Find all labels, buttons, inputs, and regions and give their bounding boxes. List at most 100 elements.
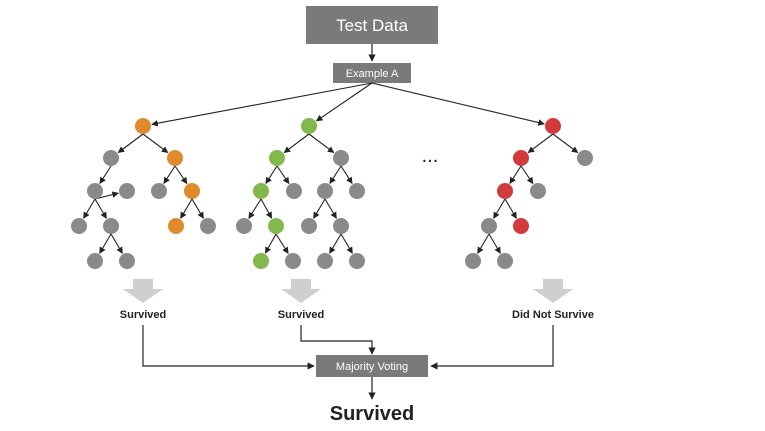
test-data-label: Test Data bbox=[336, 16, 408, 35]
tree-2-edge bbox=[329, 233, 342, 254]
tree-1-node bbox=[135, 118, 151, 134]
tree-2-result: Survived bbox=[278, 309, 324, 321]
edge-example-to-tree-1 bbox=[151, 82, 373, 127]
tree-2-node bbox=[349, 253, 365, 269]
tree-3-edge bbox=[488, 233, 501, 254]
tree-1-edge bbox=[180, 198, 193, 219]
tree-2-edge bbox=[340, 165, 353, 184]
connector-tree-1 bbox=[142, 325, 315, 370]
tree-3-node bbox=[577, 150, 593, 166]
tree-1-edge bbox=[174, 165, 188, 185]
tree-3-edge bbox=[552, 133, 579, 154]
tree-3-node bbox=[497, 253, 513, 269]
nodes bbox=[71, 118, 593, 269]
tree-2-edge bbox=[265, 165, 278, 184]
tree-1-edge bbox=[110, 233, 123, 254]
tree-1-node bbox=[103, 150, 119, 166]
tree-2-down-arrow bbox=[281, 279, 321, 303]
tree-1-result: Survived bbox=[120, 309, 166, 321]
tree-1-edge bbox=[99, 165, 112, 184]
tree-2-edge bbox=[283, 133, 310, 154]
tree-3-node bbox=[513, 218, 529, 234]
down-arrows bbox=[123, 279, 573, 303]
majority-voting-label: Majority Voting bbox=[336, 361, 408, 373]
tree-1-edge bbox=[191, 198, 204, 219]
example-label: Example A bbox=[346, 68, 399, 80]
tree-1-node bbox=[119, 183, 135, 199]
tree-1-node bbox=[119, 253, 135, 269]
majority-voting-box-bg bbox=[316, 355, 428, 377]
tree-2-node bbox=[253, 183, 269, 199]
edges bbox=[83, 82, 579, 254]
tree-2-edge bbox=[264, 233, 277, 254]
tree-1-edge bbox=[99, 233, 112, 254]
test-data-box: Test Data bbox=[306, 6, 438, 44]
voting-connectors bbox=[142, 44, 554, 400]
tree-1-node bbox=[151, 183, 167, 199]
tree-3-node bbox=[497, 183, 513, 199]
connector-tree-3 bbox=[430, 325, 554, 370]
tree-2-node bbox=[285, 253, 301, 269]
tree-1-node bbox=[184, 183, 200, 199]
tree-3-node bbox=[545, 118, 561, 134]
tree-2-node bbox=[333, 150, 349, 166]
tree-3-edge bbox=[504, 198, 517, 219]
tree-3-result: Did Not Survive bbox=[512, 309, 594, 321]
tree-2-edge bbox=[260, 198, 273, 219]
tree-1-node bbox=[168, 218, 184, 234]
example-box-bg bbox=[333, 63, 411, 83]
tree-1-node bbox=[103, 218, 119, 234]
tree-2-node bbox=[253, 253, 269, 269]
tree-1-edge bbox=[142, 133, 169, 154]
ellipsis: ... bbox=[422, 145, 439, 167]
tree-3-edge bbox=[520, 165, 534, 185]
tree-1-edge bbox=[83, 198, 96, 219]
tree-3-down-arrow bbox=[533, 279, 573, 303]
tree-2-edge bbox=[340, 233, 353, 254]
tree-2-edge bbox=[313, 198, 326, 219]
tree-3-node bbox=[513, 150, 529, 166]
tree-2-node bbox=[268, 218, 284, 234]
tree-2-edge bbox=[329, 165, 342, 184]
majority-voting-box: Majority Voting bbox=[316, 355, 428, 377]
tree-2-node bbox=[236, 218, 252, 234]
tree-2-node bbox=[349, 183, 365, 199]
example-box: Example A bbox=[333, 63, 411, 83]
tree-1-edge bbox=[117, 133, 144, 154]
tree-3-edge bbox=[527, 133, 554, 154]
tree-1-edge bbox=[163, 165, 176, 184]
tree-2-node bbox=[317, 183, 333, 199]
edge-example-to-tree-2 bbox=[315, 82, 373, 122]
tree-1-node bbox=[71, 218, 87, 234]
tree-1-node bbox=[167, 150, 183, 166]
tree-3-node bbox=[465, 253, 481, 269]
tree-2-node bbox=[301, 118, 317, 134]
tree-1-down-arrow bbox=[123, 279, 163, 303]
tree-3-edge bbox=[477, 233, 490, 254]
tree-1-edge bbox=[94, 198, 107, 219]
tree-2-edge bbox=[275, 233, 289, 254]
tree-2-node bbox=[286, 183, 302, 199]
tree-1-node bbox=[200, 218, 216, 234]
tree-2-node bbox=[301, 218, 317, 234]
tree-3-node bbox=[481, 218, 497, 234]
test-data-box-bg bbox=[306, 6, 438, 44]
tree-2-edge bbox=[324, 198, 337, 219]
tree-1-node bbox=[87, 253, 103, 269]
tree-1-edge bbox=[94, 191, 119, 200]
tree-3-edge bbox=[493, 198, 506, 219]
tree-1-node bbox=[87, 183, 103, 199]
connector-tree-2 bbox=[300, 325, 376, 355]
tree-2-node bbox=[317, 253, 333, 269]
tree-2-node bbox=[269, 150, 285, 166]
tree-2-edge bbox=[248, 198, 262, 219]
tree-3-edge bbox=[509, 165, 522, 184]
edge-example-to-tree-3 bbox=[371, 82, 545, 126]
tree-2-edge bbox=[276, 165, 290, 185]
tree-2-edge bbox=[308, 133, 335, 154]
tree-2-node bbox=[333, 218, 349, 234]
tree-3-node bbox=[530, 183, 546, 199]
final-result: Survived bbox=[330, 403, 414, 425]
